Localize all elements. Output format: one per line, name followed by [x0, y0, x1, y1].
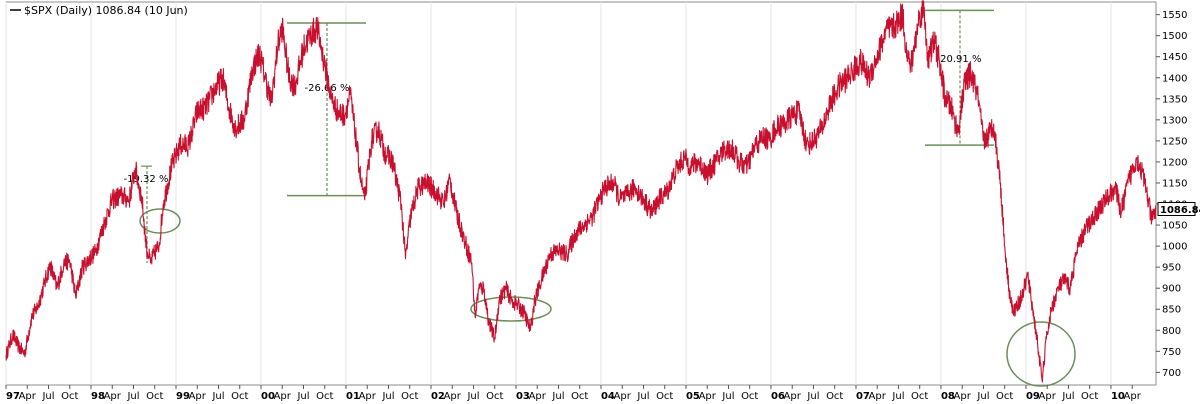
- x-tick-label: Apr: [359, 391, 377, 402]
- x-tick-label: Jul: [976, 391, 989, 402]
- x-tick-label: 00: [261, 391, 275, 402]
- x-tick-label: Jul: [466, 391, 479, 402]
- y-tick-label: 950: [1162, 263, 1181, 274]
- drawdown-label: -20.91 %: [937, 54, 982, 65]
- y-tick-label: 700: [1162, 368, 1181, 379]
- x-tick-label: 99: [176, 391, 190, 402]
- chart-title: $SPX (Daily) 1086.84 (10 Jun): [24, 4, 188, 17]
- y-tick-label: 1550: [1162, 10, 1187, 21]
- x-tick-label: Jul: [211, 391, 224, 402]
- x-tick-label: 08: [941, 391, 955, 402]
- y-tick-label: 1150: [1162, 178, 1187, 189]
- trough-circle: [139, 208, 181, 234]
- x-tick-label: Oct: [146, 391, 163, 402]
- x-tick-label: Oct: [911, 391, 928, 402]
- y-tick-label: 1250: [1162, 136, 1187, 147]
- x-tick-label: 09: [1026, 391, 1040, 402]
- y-tick-label: 1200: [1162, 157, 1187, 168]
- x-tick-label: 07: [856, 391, 870, 402]
- x-tick-label: Jul: [41, 391, 54, 402]
- x-tick-label: Oct: [656, 391, 673, 402]
- x-tick-label: Apr: [1124, 391, 1142, 402]
- x-tick-label: Oct: [1081, 391, 1098, 402]
- spx-price-line: [5, 0, 1157, 383]
- x-tick-label: Apr: [274, 391, 292, 402]
- y-tick-label: 1000: [1162, 242, 1187, 253]
- x-tick-label: Oct: [826, 391, 843, 402]
- x-tick-label: Apr: [444, 391, 462, 402]
- last-value-box: [1157, 202, 1196, 216]
- x-tick-label: Jul: [721, 391, 734, 402]
- x-tick-label: 06: [771, 391, 785, 402]
- x-tick-label: 02: [431, 391, 445, 402]
- y-tick-label: 1500: [1162, 31, 1187, 42]
- y-tick-label: 750: [1162, 347, 1181, 358]
- x-tick-label: 04: [601, 391, 615, 402]
- x-tick-label: Oct: [486, 391, 503, 402]
- x-tick-label: 98: [91, 391, 105, 402]
- x-tick-label: Apr: [189, 391, 207, 402]
- x-tick-label: Apr: [784, 391, 802, 402]
- x-tick-label: Jul: [126, 391, 139, 402]
- x-tick-label: Oct: [401, 391, 418, 402]
- y-tick-label: 1050: [1162, 221, 1187, 232]
- x-tick-label: Apr: [954, 391, 972, 402]
- trough-circle: [1006, 321, 1076, 387]
- y-tick-label: 1300: [1162, 115, 1187, 126]
- chart-header: $SPX (Daily) 1086.84 (10 Jun): [10, 4, 188, 17]
- drawdown-label: -19.32 %: [124, 174, 169, 185]
- x-tick-label: Jul: [806, 391, 819, 402]
- x-tick-label: Jul: [891, 391, 904, 402]
- x-tick-label: Apr: [699, 391, 717, 402]
- y-tick-label: 850: [1162, 305, 1181, 316]
- x-tick-label: Oct: [231, 391, 248, 402]
- x-tick-label: Apr: [1039, 391, 1057, 402]
- x-tick-label: Oct: [996, 391, 1013, 402]
- x-tick-label: Jul: [1061, 391, 1074, 402]
- x-tick-label: Oct: [316, 391, 333, 402]
- x-tick-label: 03: [516, 391, 530, 402]
- x-tick-label: Jul: [636, 391, 649, 402]
- x-tick-label: Oct: [571, 391, 588, 402]
- x-tick-label: 97: [6, 391, 20, 402]
- plot-area: [5, 1, 1157, 386]
- y-tick-label: 900: [1162, 284, 1181, 295]
- y-tick-label: 800: [1162, 326, 1181, 337]
- x-tick-label: Apr: [529, 391, 547, 402]
- x-tick-label: 05: [686, 391, 700, 402]
- y-tick-label: 1450: [1162, 52, 1187, 63]
- x-tick-label: Apr: [614, 391, 632, 402]
- x-tick-label: Apr: [19, 391, 37, 402]
- series: [5, 0, 1157, 383]
- x-tick-label: Apr: [104, 391, 122, 402]
- y-tick-label: 1350: [1162, 94, 1187, 105]
- x-tick-label: 10: [1111, 391, 1125, 402]
- y-axis: 1550150014501400135013001250120011501100…: [1156, 10, 1187, 379]
- last-value-marker: 1086.84: [1157, 202, 1200, 216]
- x-tick-label: Oct: [741, 391, 758, 402]
- y-tick-label: 1400: [1162, 73, 1187, 84]
- last-value-label: 1086.84: [1160, 205, 1200, 216]
- x-tick-label: Jul: [381, 391, 394, 402]
- x-tick-label: 01: [346, 391, 360, 402]
- x-tick-label: Jul: [296, 391, 309, 402]
- x-tick-label: Oct: [61, 391, 78, 402]
- x-tick-label: Apr: [869, 391, 887, 402]
- x-tick-label: Jul: [551, 391, 564, 402]
